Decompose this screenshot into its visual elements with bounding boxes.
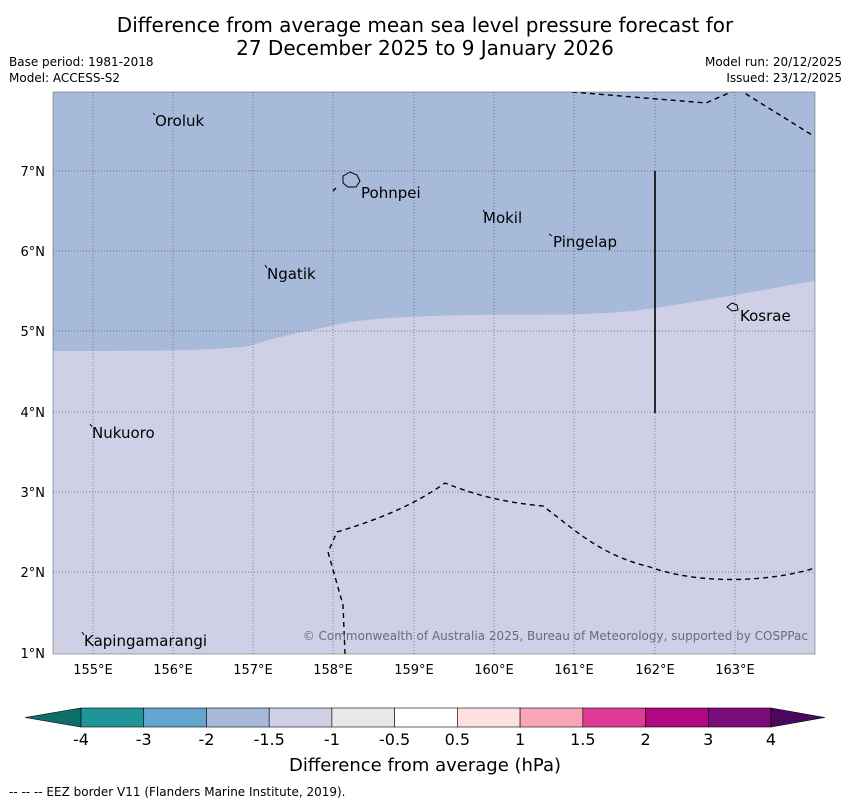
place-kosrae: Kosrae (740, 307, 791, 325)
graticule (53, 92, 815, 654)
lon-label: 161°E (554, 663, 594, 678)
lat-label: 3°N (21, 486, 46, 501)
place-nukuoro: Nukuoro (92, 424, 155, 442)
eez-footnote: -- -- -- EEZ border V11 (Flanders Marine… (9, 785, 346, 799)
lon-label: 163°E (715, 663, 755, 678)
colorbar-segment (268, 707, 333, 728)
eez-border (327, 92, 815, 654)
colorbar-tick-label: -0.5 (379, 730, 410, 749)
lat-label: 4°N (21, 406, 46, 421)
colorbar-tick-label: -4 (73, 730, 89, 749)
copyright-notice: © Commonwealth of Australia 2025, Bureau… (303, 629, 808, 643)
colorbar-segment (519, 707, 584, 728)
lat-label: 5°N (21, 325, 46, 340)
colorbar-tick-label: 1.5 (570, 730, 595, 749)
place-pingelap: Pingelap (553, 233, 617, 251)
lon-label: 156°E (153, 663, 193, 678)
colorbar-tick-label: -2 (198, 730, 214, 749)
lat-label: 1°N (21, 647, 46, 662)
colorbar-segment (645, 707, 709, 728)
lat-label: 7°N (21, 165, 46, 180)
atoll-dots (81, 112, 553, 636)
colorbar-tick-label: 2 (640, 730, 650, 749)
lon-label: 160°E (474, 663, 514, 678)
lon-axis: 155°E 156°E 157°E 158°E 159°E 160°E 161°… (73, 663, 755, 678)
colorbar-tick-label: -1 (324, 730, 340, 749)
issued-date: Issued: 23/12/2025 (726, 71, 842, 85)
colorbar-segment (80, 707, 145, 728)
colorbar-extend-high (770, 707, 826, 728)
lon-label: 157°E (233, 663, 273, 678)
meta-left: Base period: 1981-2018 Model: ACCESS-S2 (9, 54, 154, 86)
colorbar-tick-label: 1 (515, 730, 525, 749)
lon-label: 159°E (394, 663, 434, 678)
place-mokil: Mokil (483, 209, 522, 227)
place-pohnpei: Pohnpei (361, 184, 421, 202)
place-kapingamarangi: Kapingamarangi (84, 632, 207, 650)
lat-label: 6°N (21, 245, 46, 260)
title-line-2: 27 December 2025 to 9 January 2026 (236, 36, 614, 60)
colorbar-tick-label: 3 (703, 730, 713, 749)
colorbar: -4 -3 -2 -1.5 -1 -0.5 0.5 1 1.5 2 3 4 (24, 707, 826, 749)
colorbar-tick-label: -3 (136, 730, 152, 749)
colorbar-segment (707, 707, 772, 728)
lon-label: 162°E (635, 663, 675, 678)
colorbar-segment (582, 707, 646, 728)
colorbar-segment (143, 707, 207, 728)
colorbar-segment (331, 707, 395, 728)
lon-label: 155°E (73, 663, 113, 678)
lat-axis: 7°N 6°N 5°N 4°N 3°N 2°N 1°N (21, 165, 46, 662)
colorbar-tick-label: 4 (766, 730, 776, 749)
band-minus-2 (53, 92, 815, 351)
colorbar-segment (457, 707, 521, 728)
kosrae-island (726, 302, 739, 312)
colorbar-extend-low (24, 707, 82, 728)
lon-label: 158°E (313, 663, 353, 678)
model-run: Model run: 20/12/2025 (704, 55, 842, 69)
title-line-1: Difference from average mean sea level p… (116, 13, 734, 37)
model-name: Model: ACCESS-S2 (9, 71, 121, 85)
base-period: Base period: 1981-2018 (9, 55, 154, 69)
map-frame (52, 91, 816, 655)
pohnpei-island (342, 171, 361, 188)
colorbar-tick-label: 0.5 (445, 730, 470, 749)
colorbar-segment (206, 707, 270, 728)
colorbar-tick-label: -1.5 (254, 730, 285, 749)
colorbar-title: Difference from average (hPa) (288, 755, 562, 776)
place-oroluk: Oroluk (155, 112, 204, 130)
lat-label: 2°N (21, 566, 46, 581)
place-labels: Oroluk Pohnpei Mokil Pingelap Ngatik Kos… (84, 112, 791, 650)
meta-right: Model run: 20/12/2025 Issued: 23/12/2025 (705, 54, 842, 86)
place-ngatik: Ngatik (267, 265, 316, 283)
colorbar-segment (394, 707, 458, 728)
